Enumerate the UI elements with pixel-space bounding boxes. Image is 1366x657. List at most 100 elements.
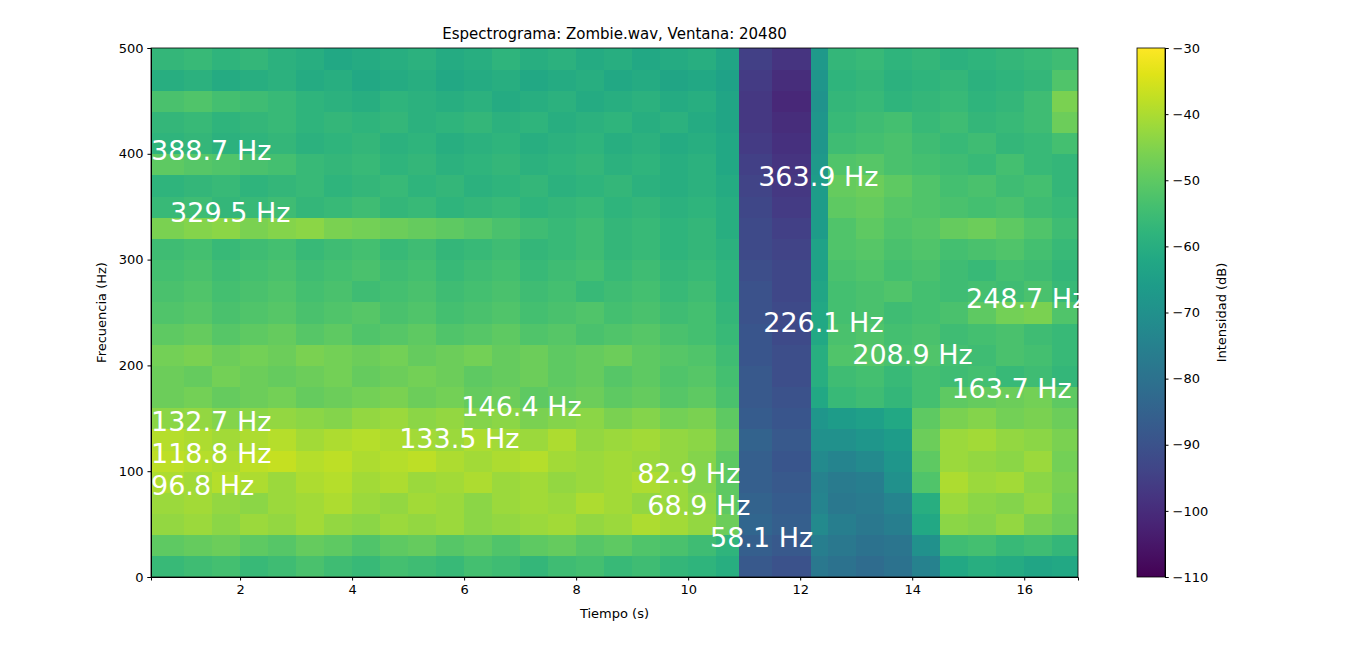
cell — [912, 387, 941, 409]
cell — [576, 281, 605, 303]
cell — [688, 196, 717, 218]
x-tick-mark — [464, 577, 465, 581]
cell — [408, 365, 437, 387]
cell — [856, 471, 885, 493]
cell — [184, 260, 213, 282]
cell — [436, 535, 465, 557]
cell — [464, 535, 493, 557]
cell — [324, 175, 353, 197]
cell — [324, 281, 353, 303]
cell — [240, 260, 269, 282]
cell — [996, 260, 1025, 282]
cell — [464, 69, 493, 91]
cell — [436, 69, 465, 91]
cell — [940, 302, 969, 324]
cell — [1024, 217, 1053, 239]
cell — [604, 217, 633, 239]
cell — [940, 535, 969, 557]
cell — [184, 238, 213, 260]
cell — [576, 133, 605, 155]
cell — [604, 196, 633, 218]
cell — [884, 69, 913, 91]
cell — [811, 450, 828, 472]
cell — [739, 238, 773, 260]
cell — [240, 175, 269, 197]
colorbar-tick-mark — [1165, 313, 1169, 314]
cell — [548, 281, 577, 303]
cell — [268, 133, 297, 155]
cell — [828, 48, 857, 70]
cell — [660, 429, 689, 451]
cell — [884, 175, 913, 197]
cell — [408, 387, 437, 409]
cell — [1024, 111, 1053, 133]
cell — [884, 492, 913, 514]
cell — [380, 471, 409, 493]
cell — [716, 429, 739, 451]
cell — [772, 408, 812, 430]
cell — [811, 344, 828, 366]
cell — [660, 344, 689, 366]
cell — [739, 217, 773, 239]
cell — [884, 450, 913, 472]
cell — [408, 302, 437, 324]
cell — [604, 260, 633, 282]
cell — [632, 217, 661, 239]
cell — [576, 175, 605, 197]
cell — [548, 69, 577, 91]
cell — [660, 154, 689, 176]
cell — [772, 48, 812, 70]
cell — [811, 238, 828, 260]
cell — [296, 344, 325, 366]
annotation: 248.7 Hz — [966, 283, 1086, 314]
cell — [492, 154, 521, 176]
y-tick-label: 0 — [135, 570, 143, 585]
cell — [408, 238, 437, 260]
cell — [604, 492, 633, 514]
cell — [576, 111, 605, 133]
cell — [548, 238, 577, 260]
cell — [296, 111, 325, 133]
cell — [492, 111, 521, 133]
cell — [352, 154, 381, 176]
cell — [1024, 196, 1053, 218]
cell — [520, 492, 549, 514]
cell — [828, 238, 857, 260]
cell — [520, 217, 549, 239]
cell — [772, 471, 812, 493]
cell — [884, 429, 913, 451]
cell — [296, 196, 325, 218]
colorbar-tick: −110 — [1165, 570, 1208, 585]
cell — [632, 260, 661, 282]
cell — [716, 238, 739, 260]
cell — [151, 535, 185, 557]
cell — [772, 196, 812, 218]
cell — [772, 260, 812, 282]
cell — [268, 387, 297, 409]
cell — [380, 387, 409, 409]
cell — [940, 429, 969, 451]
cell — [380, 492, 409, 514]
cell — [604, 387, 633, 409]
cell — [632, 302, 661, 324]
colorbar-tick-mark — [1165, 48, 1169, 49]
cell — [1024, 175, 1053, 197]
cell — [268, 429, 297, 451]
cell — [1052, 175, 1078, 197]
cell — [436, 196, 465, 218]
cell — [856, 492, 885, 514]
cell — [268, 281, 297, 303]
cell — [688, 175, 717, 197]
cell — [436, 281, 465, 303]
colorbar-tick-label: −100 — [1173, 504, 1209, 519]
cell — [660, 111, 689, 133]
cell — [739, 48, 773, 70]
cell — [408, 154, 437, 176]
x-tick-mark — [912, 577, 913, 581]
cell — [380, 111, 409, 133]
cell — [912, 450, 941, 472]
cell — [1052, 450, 1078, 472]
cell — [660, 69, 689, 91]
x-tick-label: 2 — [236, 582, 244, 597]
cell — [912, 90, 941, 112]
